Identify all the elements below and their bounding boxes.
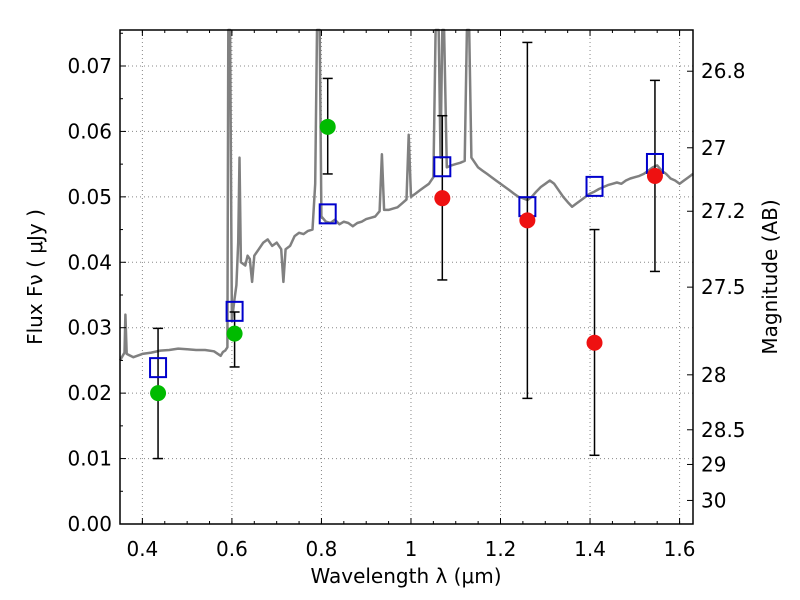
y-axis-right-label: Magnitude (AB) — [758, 199, 782, 354]
model-square — [149, 357, 168, 379]
x-tick-label: 0.8 — [306, 537, 338, 561]
y-axis-label: Flux Fν ( μJy ) — [23, 209, 47, 345]
measured-point — [646, 167, 663, 184]
detection-point — [319, 118, 336, 135]
model-square — [225, 300, 244, 322]
right-tick-label: 27 — [701, 136, 726, 160]
tick-labels: 0.4 0.6 0.8 1 1.2 1.4 1.6 0.00 0.01 0.02 0.03 0.04 0… — [67, 54, 745, 561]
plot-background — [120, 30, 693, 524]
right-tick-label: 27.5 — [701, 275, 746, 299]
x-tick-label: 0.6 — [216, 537, 248, 561]
x-tick-label: 1.4 — [574, 537, 606, 561]
x-tick-label: 1.6 — [664, 537, 696, 561]
y-tick-label: 0.06 — [67, 119, 112, 143]
right-tick-label: 29 — [701, 452, 726, 476]
y-tick-label: 0.02 — [67, 381, 112, 405]
y-tick-label: 0.03 — [67, 316, 112, 340]
x-axis-label: Wavelength λ (μm) — [310, 564, 501, 588]
detection-point — [226, 325, 243, 342]
axis-ticks — [119, 30, 693, 525]
x-tick-label: 1 — [405, 537, 418, 561]
model-square — [318, 203, 337, 225]
observed-fluxes — [150, 118, 663, 402]
spectrum — [118, 28, 694, 362]
detection-point — [150, 385, 167, 402]
y-tick-label: 0.04 — [67, 250, 112, 274]
right-tick-label: 28.5 — [701, 418, 746, 442]
plot-frame — [119, 29, 694, 525]
spectrum-line — [118, 28, 694, 362]
measured-point — [519, 212, 536, 229]
model-square — [433, 156, 452, 178]
y-tick-label: 0.07 — [67, 54, 112, 78]
x-tick-label: 0.4 — [126, 537, 158, 561]
model-square — [585, 175, 604, 197]
right-tick-label: 28 — [701, 363, 726, 387]
right-tick-label: 30 — [701, 488, 726, 512]
measured-point — [586, 334, 603, 351]
measured-point — [434, 190, 451, 207]
model-fluxes — [149, 152, 664, 379]
y-tick-label: 0.05 — [67, 185, 112, 209]
y-tick-label: 0.00 — [67, 512, 112, 536]
y-tick-label: 0.01 — [67, 447, 112, 471]
x-tick-label: 1.2 — [485, 537, 517, 561]
right-tick-label: 26.8 — [701, 59, 746, 83]
right-tick-label: 27.2 — [701, 199, 746, 223]
